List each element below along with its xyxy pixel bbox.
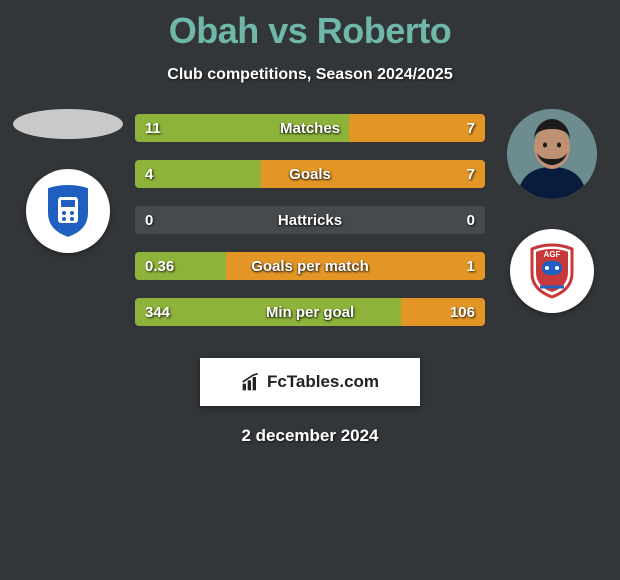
date-label: 2 december 2024: [0, 426, 620, 446]
stat-value-right: 7: [467, 166, 475, 183]
club-shield-icon: AGF: [520, 239, 584, 303]
stat-value-right: 1: [467, 258, 475, 275]
stat-value-right: 106: [450, 304, 475, 321]
stat-label: Matches: [135, 120, 485, 137]
player-photo-icon: [507, 109, 597, 199]
stat-row: 0Hattricks0: [135, 206, 485, 234]
right-player-column: AGF: [492, 109, 612, 313]
stat-row: 11Matches7: [135, 114, 485, 142]
stat-label: Goals: [135, 166, 485, 183]
stat-value-right: 0: [467, 212, 475, 229]
stat-row: 344Min per goal106: [135, 298, 485, 326]
title-player-left: Obah: [169, 10, 259, 51]
watermark: FcTables.com: [200, 358, 420, 406]
left-player-column: [8, 109, 128, 253]
stat-label: Goals per match: [135, 258, 485, 275]
title-player-right: Roberto: [317, 10, 452, 51]
subtitle: Club competitions, Season 2024/2025: [0, 66, 620, 84]
stat-row: 0.36Goals per match1: [135, 252, 485, 280]
page-title: Obah vs Roberto: [0, 0, 620, 52]
title-vs: vs: [268, 10, 307, 51]
player-left-club-badge: [26, 169, 110, 253]
club-shield-icon: [36, 179, 100, 243]
stat-row: 4Goals7: [135, 160, 485, 188]
player-right-avatar: [507, 109, 597, 199]
stat-value-right: 7: [467, 120, 475, 137]
stat-bars: 11Matches7 4Goals7 0Hattricks0 0.36Goals pe…: [135, 114, 485, 326]
player-right-club-badge: AGF: [510, 229, 594, 313]
watermark-text: FcTables.com: [267, 372, 379, 392]
comparison-panel: AGF 11Matches7 4Goals7 0Hattricks0 0.36Goal…: [0, 114, 620, 326]
player-left-avatar: [13, 109, 123, 139]
stat-label: Hattricks: [135, 212, 485, 229]
stat-label: Min per goal: [135, 304, 485, 321]
bar-chart-icon: [241, 372, 261, 392]
svg-text:AGF: AGF: [544, 250, 561, 259]
